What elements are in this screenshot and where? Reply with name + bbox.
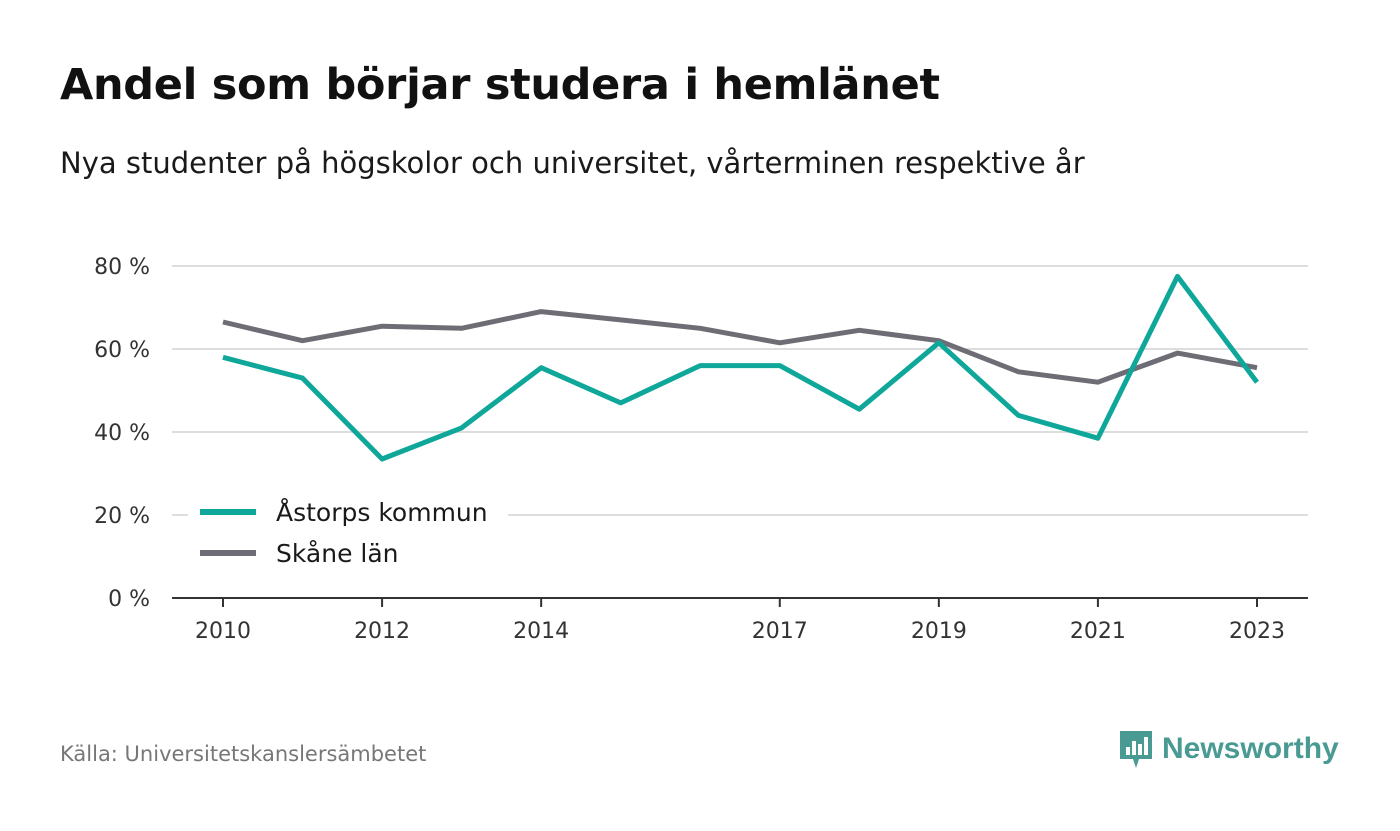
legend-background <box>188 494 508 580</box>
newsworthy-logo-icon <box>1120 731 1152 768</box>
series-lines <box>222 273 1259 462</box>
brand-logo[interactable]: Newsworthy <box>1118 728 1339 770</box>
x-tick-label: 2017 <box>752 619 808 644</box>
x-tick-label: 2012 <box>354 619 410 644</box>
chart-title: Andel som börjar studera i hemlänet <box>60 60 940 110</box>
y-tick-label: 60 % <box>94 338 150 363</box>
y-tick-label: 0 % <box>108 587 150 612</box>
legend: Åstorps kommun Skåne län <box>188 494 508 580</box>
x-tick-label: 2023 <box>1229 619 1285 644</box>
source-note: Källa: Universitetskanslersämbetet <box>60 742 427 766</box>
grid-lines <box>172 265 1308 516</box>
series-line <box>222 309 1258 385</box>
x-axis: 2010 2012 2014 2017 2019 2021 2023 <box>172 597 1308 644</box>
brand-name: Newsworthy <box>1162 732 1339 765</box>
x-tick-label: 2021 <box>1070 619 1126 644</box>
legend-label: Skåne län <box>276 539 399 568</box>
series-line <box>222 273 1259 462</box>
x-tick-label: 2019 <box>911 619 967 644</box>
x-tick-label: 2014 <box>513 619 569 644</box>
x-tick-label: 2010 <box>195 619 251 644</box>
y-tick-label: 20 % <box>94 504 150 529</box>
legend-label: Åstorps kommun <box>276 498 488 527</box>
y-tick-label: 80 % <box>94 255 150 280</box>
y-tick-label: 40 % <box>94 421 150 446</box>
y-axis: 0 % 20 % 40 % 60 % 80 % <box>94 255 150 612</box>
chart-subtitle: Nya studenter på högskolor och universit… <box>60 146 1085 180</box>
